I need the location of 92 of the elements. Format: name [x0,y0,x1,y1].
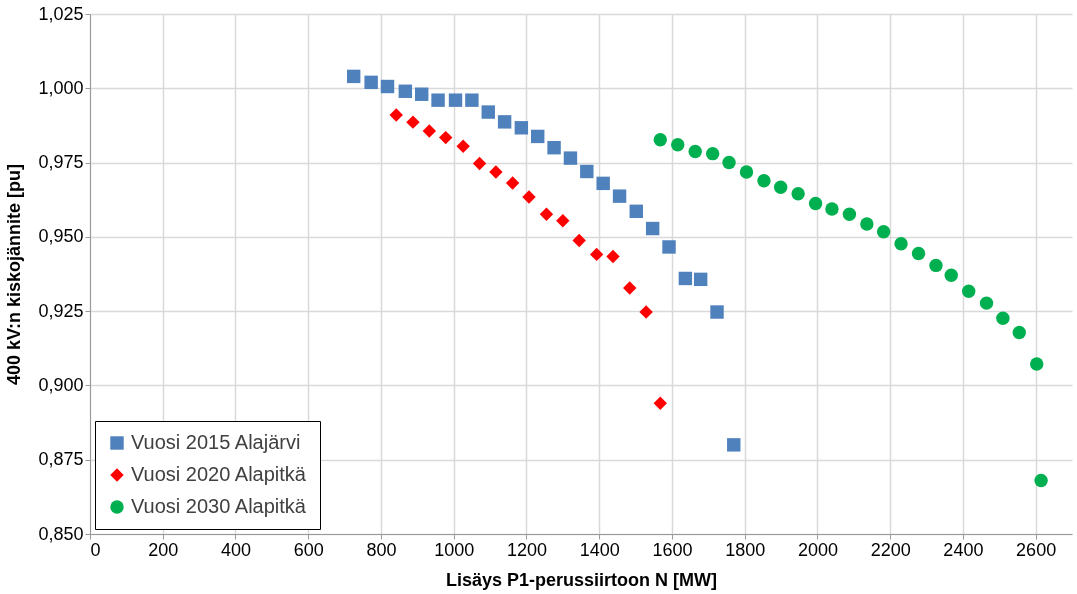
point [380,79,395,94]
point [996,311,1010,325]
point [406,115,420,129]
point [612,189,627,203]
point [456,139,470,153]
legend-label: Vuosi 2020 Alapitkä [131,463,307,485]
point [398,84,413,98]
point [962,284,976,298]
point [710,305,724,319]
point [671,138,685,152]
point [522,190,536,204]
point [773,180,788,194]
point [1030,357,1044,371]
point [653,396,667,410]
point [572,233,586,248]
point [431,93,445,107]
y-tick-label: 0,900 [38,374,84,395]
point [693,272,708,287]
point [842,207,857,221]
point [346,69,361,84]
y-tick-label: 0,925 [38,300,84,321]
point [364,75,378,90]
point [563,151,578,165]
point [639,305,653,319]
point [539,207,554,221]
x-tick-label: 400 [220,539,251,560]
point [722,155,736,170]
point [531,129,545,144]
point [645,221,660,236]
point [979,296,994,310]
point [465,93,479,107]
point [629,204,643,219]
point [514,121,529,135]
x-tick-label: 1000 [434,539,475,560]
point [791,187,805,201]
y-tick-label: 1,000 [38,77,84,98]
point [653,133,667,147]
point [556,214,570,228]
point [1034,473,1048,488]
x-tick-label: 2200 [870,539,911,560]
point [438,130,453,145]
x-tick-label: 600 [293,539,324,560]
point [589,247,604,262]
point [688,144,702,159]
point [825,202,839,216]
x-tick-label: 200 [148,539,179,560]
point [911,246,926,261]
x-tick-label: 2400 [943,539,984,560]
x-tick-label: 0 [90,539,101,560]
point [422,124,437,138]
point [894,237,908,251]
point [929,258,943,273]
point [505,176,520,190]
point [739,165,754,179]
x-axis-title: Lisäys P1-perussiirtoon N [MW] [445,569,718,590]
x-tick-label: 800 [366,539,397,560]
point [727,438,741,452]
x-tick-label: 2600 [1016,539,1057,560]
point [876,225,891,239]
point [389,108,403,122]
point [705,146,720,161]
point [678,271,693,286]
point [606,249,620,264]
point [808,196,823,211]
point [944,268,958,282]
x-tick-label: 1600 [652,539,693,560]
x-tick-label: 1800 [725,539,766,560]
y-tick-label: 0,875 [38,449,84,470]
x-tick-label: 1400 [579,539,620,560]
point [623,281,637,295]
point [489,165,503,179]
point [547,141,561,155]
legend-label: Vuosi 2030 Alapitkä [131,495,307,517]
x-tick-label: 1200 [506,539,547,560]
x-tick-label: 2000 [797,539,838,560]
point [497,115,512,129]
point [1012,325,1026,340]
y-tick-label: 1,025 [38,3,84,24]
point [414,87,429,101]
y-axis-title: 400 kV:n kiskojännite [pu] [4,163,25,386]
point [662,240,676,254]
point [860,217,874,231]
point [596,176,610,191]
point [757,174,771,188]
point [448,93,463,107]
point [472,156,487,171]
legend-label: Vuosi 2015 Alajärvi [131,431,301,453]
y-tick-label: 0,975 [38,152,84,173]
point [580,164,594,179]
y-tick-label: 0,950 [38,226,84,247]
point [481,105,495,119]
y-tick-label: 0,850 [38,523,84,544]
